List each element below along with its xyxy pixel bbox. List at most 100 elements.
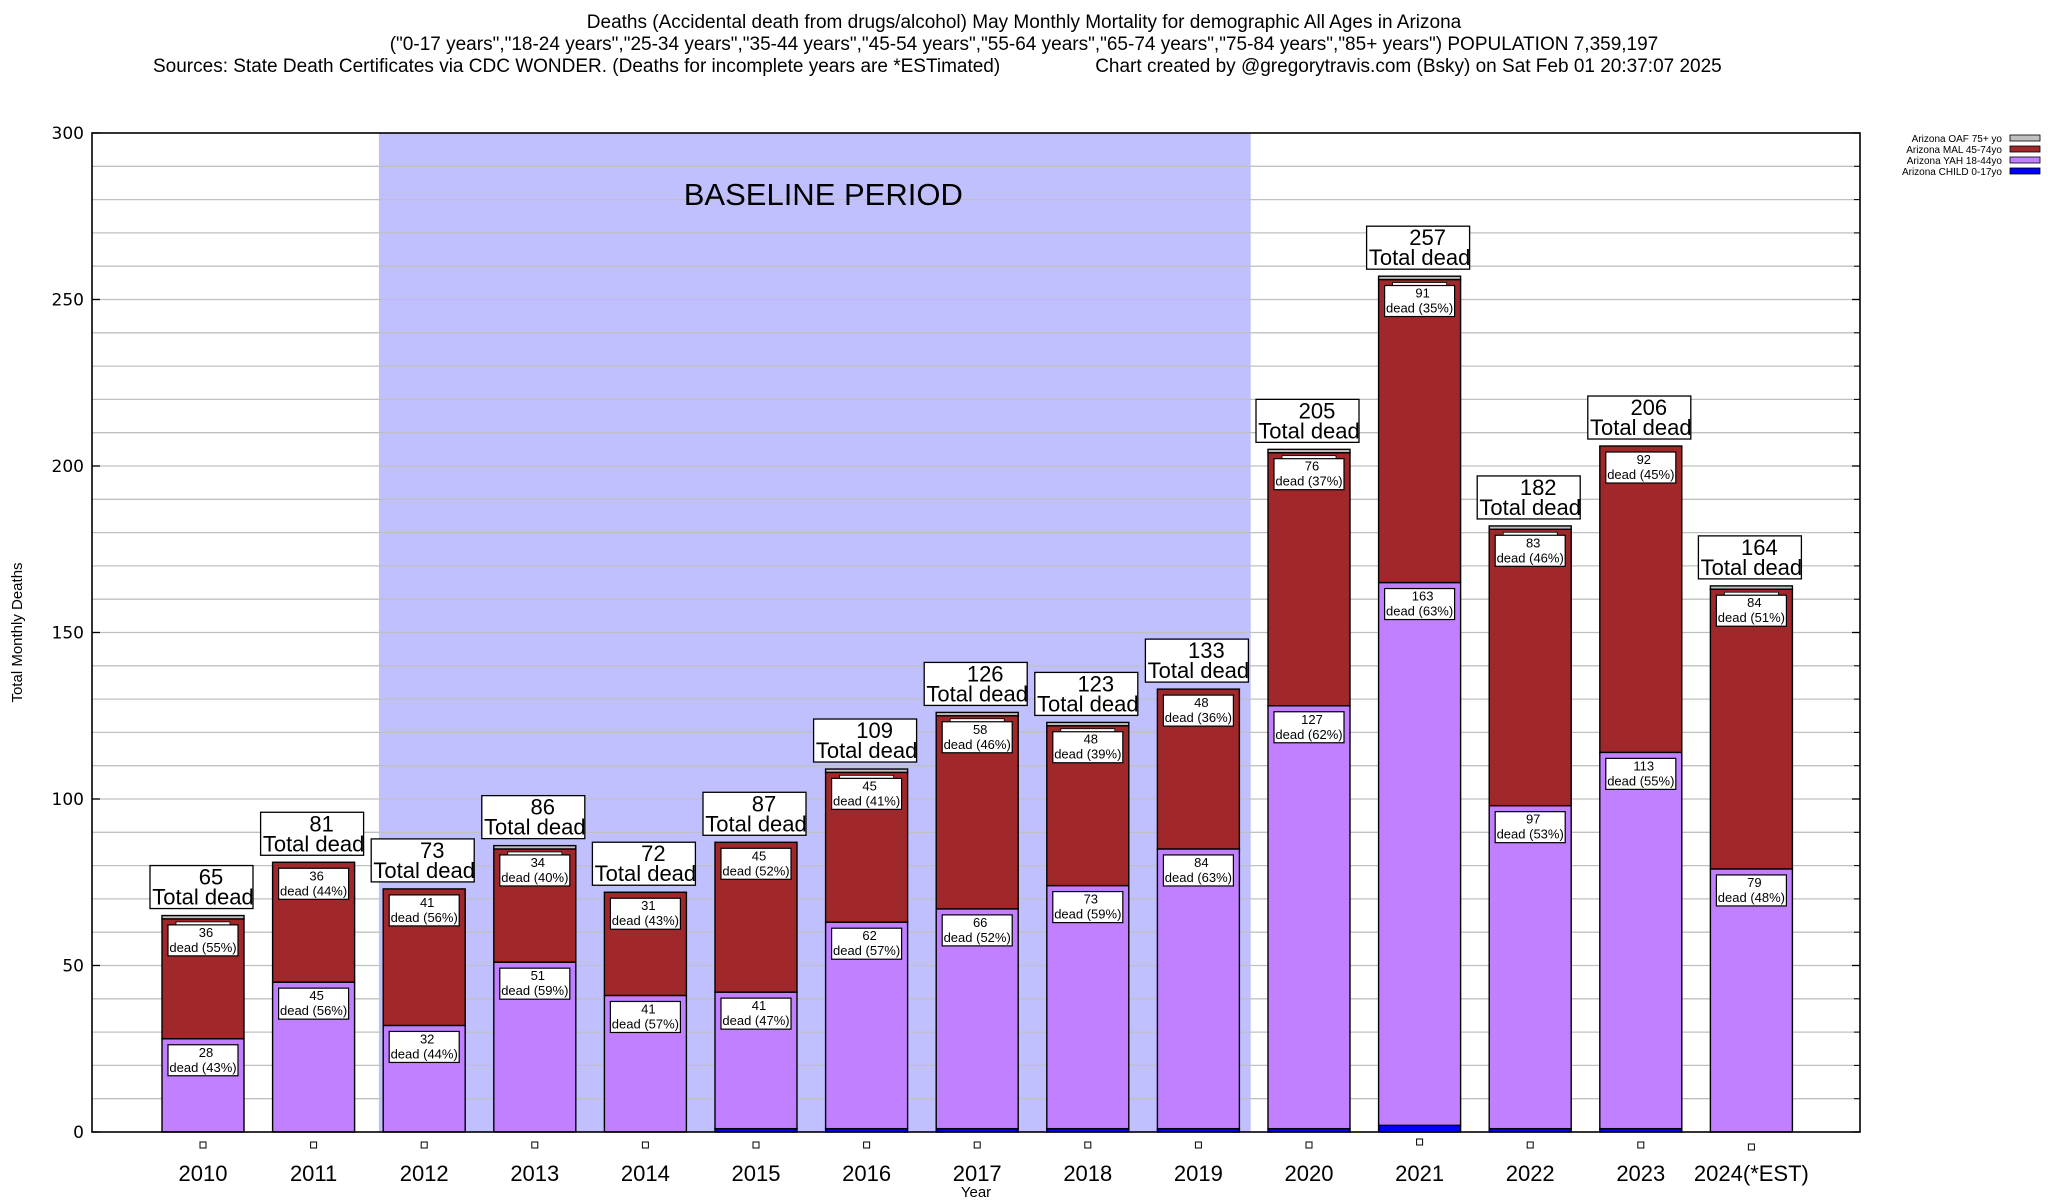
x-marker — [863, 1141, 871, 1149]
segment-label-pct: dead (56%) — [391, 910, 458, 925]
segment-label-box — [1052, 890, 1124, 924]
total-label-box — [149, 864, 254, 910]
bars — [161, 275, 1794, 1133]
baseline-period-label: BASELINE PERIOD — [684, 177, 963, 212]
segment-label-count: 92 — [1637, 452, 1651, 467]
total-label-text: Total dead — [595, 861, 697, 886]
legend-label: Arizona MAL 45-74yo — [1906, 145, 2002, 156]
segment-label-box — [388, 894, 460, 927]
chart-title: Deaths (Accidental death from drugs/alco… — [586, 12, 1462, 33]
segment-label-pct: dead (44%) — [391, 1046, 458, 1061]
segment-label-box — [499, 854, 571, 887]
segment-label-box — [167, 1044, 239, 1077]
bar-segment-oaf — [1377, 275, 1462, 281]
x-marker — [1637, 1141, 1645, 1149]
x-tick-label: 2016 — [842, 1161, 891, 1186]
total-label-box — [259, 811, 365, 856]
total-label-box — [702, 791, 807, 836]
segment-label-pct: dead (56%) — [280, 1003, 347, 1018]
total-label-value: 205 — [1299, 398, 1336, 423]
total-label-value: 206 — [1630, 395, 1667, 420]
x-marker — [1084, 1141, 1092, 1149]
x-marker — [1194, 1141, 1202, 1149]
total-label-text: Total dead — [1479, 495, 1581, 520]
total-label-value: 126 — [967, 661, 1004, 686]
segment-label-count: 45 — [752, 848, 766, 863]
total-label-text: Total dead — [373, 858, 475, 883]
total-label-value: 182 — [1520, 475, 1557, 500]
total-label-box — [923, 661, 1028, 707]
bar-segment-mal — [1267, 451, 1351, 707]
segment-label-pct: dead (36%) — [1165, 710, 1232, 725]
total-label-value: 65 — [199, 865, 223, 890]
x-marker — [199, 1141, 207, 1149]
segment-label-count: 41 — [420, 895, 434, 910]
total-label-text: Total dead — [926, 681, 1028, 706]
segment-label-pct: dead (43%) — [612, 913, 679, 928]
segment-label-box — [1715, 594, 1788, 627]
chart-header: Deaths (Accidental death from drugs/alco… — [0, 12, 2048, 78]
x-marker — [420, 1141, 428, 1149]
total-label-value: 123 — [1077, 671, 1114, 696]
x-tick-label: 2021 — [1395, 1161, 1444, 1186]
legend-swatch — [2009, 167, 2041, 175]
legend-label: Arizona CHILD 0-17yo — [1902, 167, 2002, 178]
segment-label-pct: dead (47%) — [722, 1013, 789, 1028]
legend-label: Arizona YAH 18-44yo — [1907, 156, 2003, 167]
segment-label-pct: dead (46%) — [1497, 550, 1564, 565]
segment-label-box — [941, 721, 1013, 754]
bar-segment-oaf — [493, 844, 577, 850]
segment-label-count: 113 — [1633, 758, 1654, 773]
segment-label-box — [1605, 757, 1677, 790]
segment-label-count: 48 — [1194, 695, 1208, 710]
y-axis-title: Total Monthly Deaths — [9, 562, 26, 702]
segment-label-count: 28 — [199, 1045, 213, 1060]
segment-label-count: 91 — [1415, 286, 1429, 301]
x-tick-label: 2015 — [732, 1161, 781, 1186]
total-label-text: Total dead — [1258, 418, 1360, 443]
chart-subtitle-age-groups: ("0-17 years","18-24 years","25-34 years… — [389, 34, 1659, 55]
y-tick-label: 200 — [52, 457, 84, 477]
x-marker — [1305, 1141, 1313, 1149]
segment-label-count: 66 — [973, 915, 987, 930]
segment-label-box — [167, 924, 239, 957]
bar-segment-mal — [1377, 278, 1462, 584]
bar-segment-oaf — [1488, 525, 1572, 530]
segment-label-box — [499, 967, 571, 1000]
segment-label-count: 62 — [862, 928, 876, 943]
x-tick-label: 2018 — [1063, 1161, 1112, 1186]
segment-label-pct: dead (35%) — [1386, 301, 1453, 316]
segment-label-box — [1715, 874, 1788, 907]
total-label-value: 257 — [1409, 225, 1446, 250]
y-tick-label: 50 — [62, 957, 84, 977]
total-label-text: Total dead — [705, 811, 807, 836]
total-label-box — [1697, 535, 1803, 580]
bar-segment-oaf — [1267, 448, 1351, 454]
segment-label-pct: dead (62%) — [1275, 727, 1342, 742]
x-tick-label: 2023 — [1616, 1161, 1665, 1186]
x-tick-label: 2019 — [1174, 1161, 1223, 1186]
segment-label-count: 97 — [1526, 812, 1540, 827]
total-label-text: Total dead — [1369, 245, 1471, 270]
bar-segment-yah — [1488, 804, 1572, 1130]
segment-label-box — [1162, 854, 1235, 887]
segment-label-count: 41 — [752, 998, 766, 1013]
legend-swatch — [2009, 156, 2041, 164]
segment-label-pct: dead (57%) — [612, 1016, 679, 1031]
segment-label-pct: dead (39%) — [1054, 747, 1121, 762]
x-tick-label: 2014 — [621, 1161, 670, 1186]
segment-label-pct: dead (53%) — [1497, 827, 1564, 842]
bar-segment-yah — [1599, 751, 1683, 1130]
segment-label-box — [720, 997, 792, 1030]
total-label-box — [370, 838, 475, 883]
x-tick-label: 2012 — [400, 1161, 449, 1186]
segment-label-box — [1383, 284, 1456, 318]
segment-label-count: 34 — [531, 855, 545, 870]
segment-label-pct: dead (52%) — [722, 863, 789, 878]
total-label-box — [1365, 225, 1471, 270]
segment-label-count: 41 — [641, 1001, 655, 1016]
x-marker — [531, 1141, 539, 1149]
segment-label-count: 79 — [1747, 875, 1761, 890]
bar-segment-mal — [1599, 445, 1683, 754]
